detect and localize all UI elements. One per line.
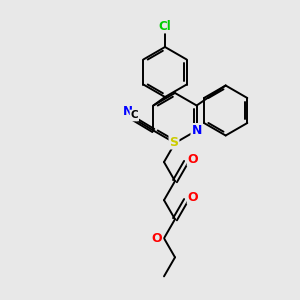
Text: O: O	[152, 232, 162, 245]
Text: C: C	[130, 110, 138, 121]
Text: N: N	[191, 124, 202, 137]
Text: N: N	[123, 105, 133, 118]
Text: S: S	[169, 136, 178, 148]
Text: O: O	[188, 153, 198, 166]
Text: O: O	[188, 191, 198, 204]
Text: Cl: Cl	[159, 20, 171, 32]
